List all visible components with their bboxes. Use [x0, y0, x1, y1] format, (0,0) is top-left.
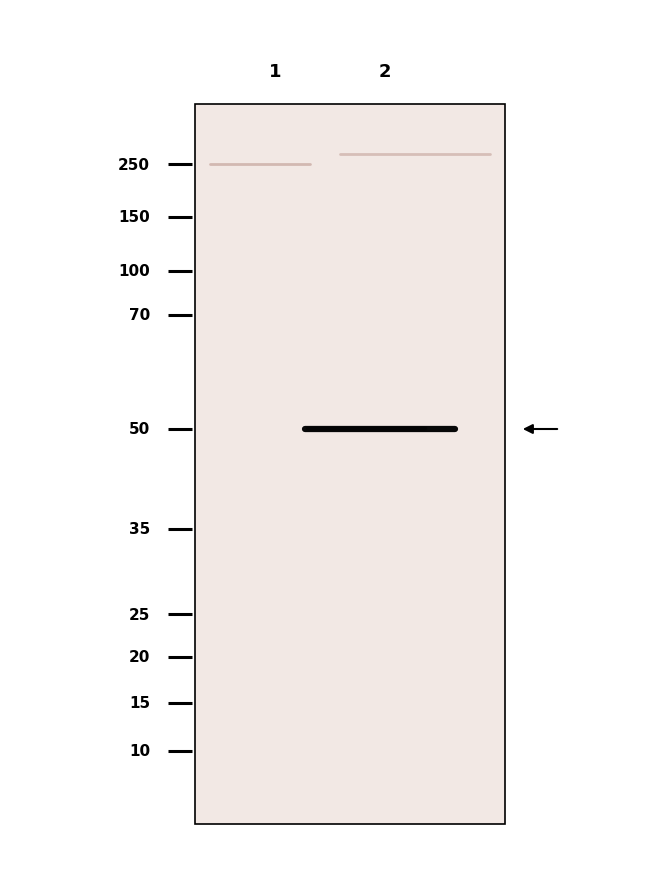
Text: 1: 1 — [268, 63, 281, 81]
Text: 100: 100 — [118, 264, 150, 279]
Text: 150: 150 — [118, 210, 150, 225]
Text: 15: 15 — [129, 696, 150, 711]
Text: 50: 50 — [129, 422, 150, 437]
Text: 10: 10 — [129, 744, 150, 759]
Text: 35: 35 — [129, 522, 150, 537]
Text: 250: 250 — [118, 157, 150, 172]
Bar — [195, 105, 505, 824]
Text: 25: 25 — [129, 607, 150, 622]
Text: 20: 20 — [129, 650, 150, 665]
Text: 2: 2 — [379, 63, 391, 81]
Text: 70: 70 — [129, 308, 150, 323]
